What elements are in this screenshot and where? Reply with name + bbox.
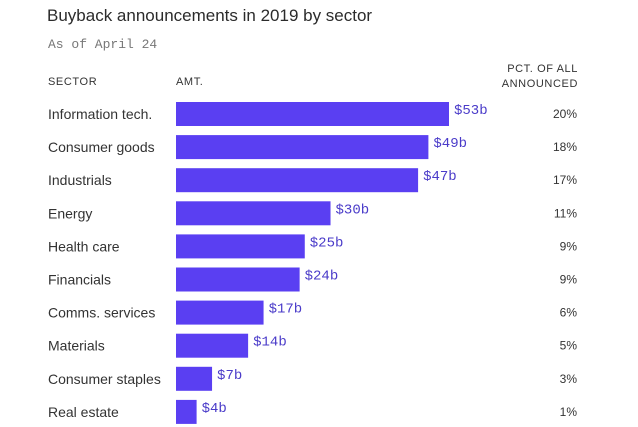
chart-title: Buyback announcements in 2019 by sector [47,6,373,25]
amount-column-header: AMT. [176,76,204,88]
pct-label: 9% [560,239,578,253]
pct-column-header: PCT. OF ALL ANNOUNCED [502,62,578,92]
pct-label: 1% [560,405,578,419]
category-label: Comms. services [48,305,155,321]
sector-column-header: SECTOR [48,76,98,88]
pct-label: 11% [554,206,577,220]
bar [176,267,300,292]
pct-header-line-1: PCT. OF ALL [507,63,578,75]
bar [176,366,213,391]
category-label: Consumer goods [48,139,155,155]
category-label: Real estate [48,404,119,420]
bar [176,168,419,193]
pct-label: 20% [553,107,577,121]
pct-label: 5% [560,339,578,353]
category-label: Consumer staples [48,371,161,387]
category-label: Health care [48,238,120,254]
category-label: Industrials [48,172,112,188]
bar [176,102,449,126]
value-label: $49b [433,136,467,152]
bar [176,300,264,325]
value-label: $53b [454,103,488,119]
value-label: $30b [336,202,370,218]
bar [176,234,305,259]
value-label: $17b [269,302,303,318]
chart-subtitle: As of April 24 [48,37,158,52]
value-label: $4b [202,401,227,417]
category-label: Financials [48,272,111,288]
value-label: $25b [310,235,344,251]
category-label: Materials [48,338,105,354]
value-label: $47b [423,169,457,185]
pct-label: 3% [560,372,578,386]
pct-label: 9% [560,273,578,287]
pct-label: 18% [553,140,577,154]
category-label: Energy [48,205,92,221]
bar [176,135,429,160]
pct-label: 6% [560,306,578,320]
pct-label: 17% [553,173,577,187]
value-label: $24b [305,269,339,285]
bar [176,399,197,424]
value-label: $7b [217,368,242,384]
category-label: Information tech. [48,106,152,122]
bar [176,201,331,226]
pct-header-line-2: ANNOUNCED [501,78,578,90]
bar [176,333,249,358]
value-label: $14b [253,335,287,351]
